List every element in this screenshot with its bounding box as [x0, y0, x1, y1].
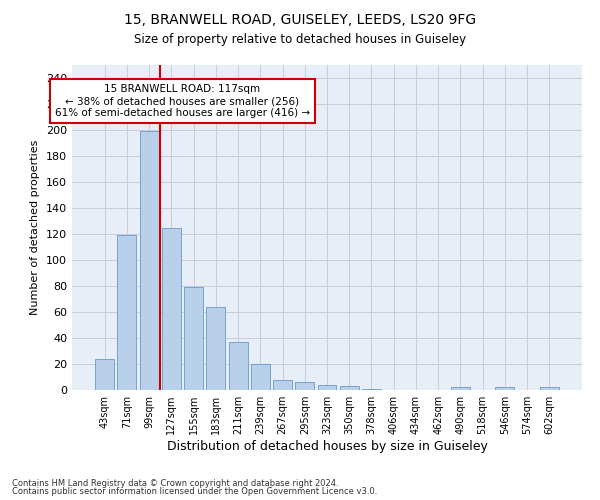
Text: Size of property relative to detached houses in Guiseley: Size of property relative to detached ho… [134, 32, 466, 46]
Bar [340, 386, 359, 390]
Bar [317, 385, 337, 390]
Text: Contains public sector information licensed under the Open Government Licence v3: Contains public sector information licen… [12, 487, 377, 496]
Bar [451, 388, 470, 390]
Bar [206, 307, 225, 390]
Bar [273, 380, 292, 390]
Bar [496, 388, 514, 390]
Bar [118, 236, 136, 390]
X-axis label: Distribution of detached houses by size in Guiseley: Distribution of detached houses by size … [167, 440, 487, 453]
Bar [140, 132, 158, 390]
Bar [251, 364, 270, 390]
Bar [362, 388, 381, 390]
Bar [229, 342, 248, 390]
Bar [184, 288, 203, 390]
Text: Contains HM Land Registry data © Crown copyright and database right 2024.: Contains HM Land Registry data © Crown c… [12, 478, 338, 488]
Text: 15 BRANWELL ROAD: 117sqm
← 38% of detached houses are smaller (256)
61% of semi-: 15 BRANWELL ROAD: 117sqm ← 38% of detach… [55, 84, 310, 117]
Bar [540, 388, 559, 390]
Y-axis label: Number of detached properties: Number of detached properties [31, 140, 40, 315]
Bar [295, 382, 314, 390]
Bar [162, 228, 181, 390]
Bar [95, 359, 114, 390]
Text: 15, BRANWELL ROAD, GUISELEY, LEEDS, LS20 9FG: 15, BRANWELL ROAD, GUISELEY, LEEDS, LS20… [124, 12, 476, 26]
